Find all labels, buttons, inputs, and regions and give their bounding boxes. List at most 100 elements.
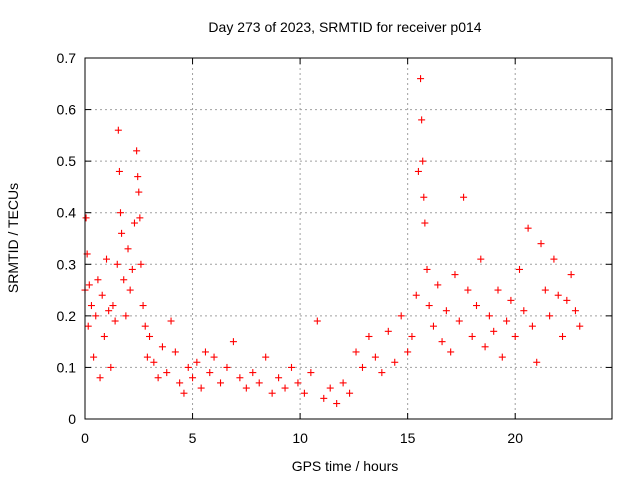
data-point (300, 389, 308, 397)
data-point (85, 281, 93, 289)
y-tick-label: 0.5 (57, 153, 77, 169)
data-point (546, 312, 554, 320)
data-point (559, 332, 567, 340)
data-point (472, 302, 480, 310)
data-point (533, 358, 541, 366)
y-axis-label: SRMTID / TECUs (5, 183, 21, 293)
data-point (268, 389, 276, 397)
data-point (447, 348, 455, 356)
data-point (516, 265, 524, 273)
data-point (109, 302, 117, 310)
data-point (116, 209, 124, 217)
data-point (92, 312, 100, 320)
data-point (541, 286, 549, 294)
data-point (107, 363, 115, 371)
data-point (163, 369, 171, 377)
data-point (146, 332, 154, 340)
data-point (184, 363, 192, 371)
data-point (358, 363, 366, 371)
data-point (434, 281, 442, 289)
data-point (498, 353, 506, 361)
data-point (281, 384, 289, 392)
data-point (105, 307, 113, 315)
data-point (423, 265, 431, 273)
data-point (537, 240, 545, 248)
data-point (425, 302, 433, 310)
data-point (223, 363, 231, 371)
data-point (397, 312, 405, 320)
data-point (189, 374, 197, 382)
data-point (528, 322, 536, 330)
data-point (249, 369, 257, 377)
data-point (460, 193, 468, 201)
data-point (346, 389, 354, 397)
data-point (136, 214, 144, 222)
data-point (313, 317, 321, 325)
data-point (167, 317, 175, 325)
data-point (490, 327, 498, 335)
data-point (118, 229, 126, 237)
data-point (176, 379, 184, 387)
data-point (139, 302, 147, 310)
data-point (412, 291, 420, 299)
data-point (111, 317, 119, 325)
data-point (126, 286, 134, 294)
data-point (275, 374, 283, 382)
data-point (371, 353, 379, 361)
data-point (82, 214, 90, 222)
data-point (429, 322, 437, 330)
data-point (137, 260, 145, 268)
x-tick-label: 0 (81, 430, 89, 446)
plot-frame (84, 57, 613, 420)
data-point (442, 307, 450, 315)
data-point (414, 167, 422, 175)
data-points (81, 75, 584, 408)
chart-title: Day 273 of 2023, SRMTID for receiver p01… (208, 19, 481, 35)
data-point (326, 384, 334, 392)
data-point (307, 369, 315, 377)
data-point (421, 219, 429, 227)
data-point (520, 307, 528, 315)
data-point (236, 374, 244, 382)
data-point (84, 322, 92, 330)
data-point (242, 384, 250, 392)
y-tick-label: 0.7 (57, 50, 77, 66)
x-axis-label: GPS time / hours (292, 458, 399, 474)
data-point (154, 374, 162, 382)
data-point (503, 317, 511, 325)
data-point (229, 338, 237, 346)
data-point (477, 255, 485, 263)
data-point (128, 265, 136, 273)
y-tick-label: 0.1 (57, 359, 77, 375)
data-point (339, 379, 347, 387)
data-point (451, 271, 459, 279)
data-point (294, 379, 302, 387)
data-point (94, 276, 102, 284)
x-tick-label: 15 (400, 430, 416, 446)
data-point (100, 332, 108, 340)
data-point (468, 332, 476, 340)
y-tick-label: 0.3 (57, 256, 77, 272)
data-point (158, 343, 166, 351)
data-point (124, 245, 132, 253)
y-tick-label: 0.6 (57, 102, 77, 118)
y-tick-label: 0.4 (57, 205, 77, 221)
data-point (262, 353, 270, 361)
axis-ticks: 0 0.1 0.2 0.3 0.4 0.5 0.6 0.7 0 5 10 15 20 (57, 50, 612, 446)
data-point (130, 219, 138, 227)
data-point (417, 75, 425, 83)
data-point (420, 193, 428, 201)
grid-lines (85, 58, 612, 419)
data-point (201, 348, 209, 356)
data-point (320, 394, 328, 402)
data-point (210, 353, 218, 361)
data-point (571, 307, 579, 315)
data-point (171, 348, 179, 356)
data-point (134, 173, 142, 181)
y-tick-label: 0.2 (57, 308, 77, 324)
data-point (96, 374, 104, 382)
data-point (485, 312, 493, 320)
data-point (524, 224, 532, 232)
data-point (135, 188, 143, 196)
data-point (87, 302, 95, 310)
